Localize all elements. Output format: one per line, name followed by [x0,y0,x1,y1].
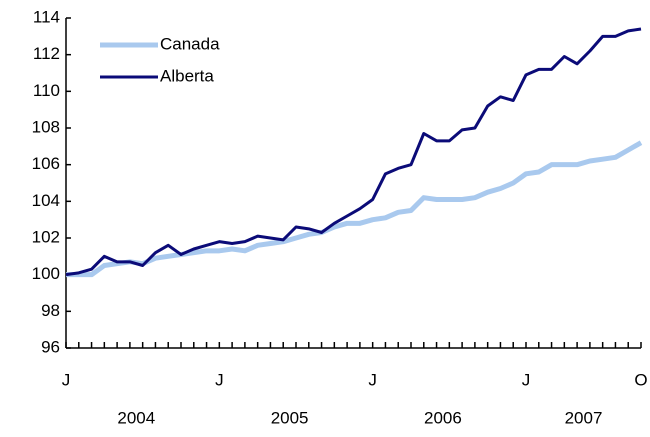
y-tick-label: 106 [32,154,60,173]
y-tick-label: 114 [33,7,60,26]
year-label: 2005 [271,408,309,427]
y-tick-label: 108 [32,117,60,136]
series-line [66,140,643,278]
x-tick-label: O [634,370,647,389]
series-line [65,27,642,277]
y-tick-label: 96 [41,337,60,356]
y-tick-label: 98 [41,301,60,320]
year-label: 2004 [117,408,155,427]
y-tick-label: 112 [33,44,60,63]
year-label: 2006 [424,408,462,427]
x-tick-label: J [368,370,377,389]
legend-label: Alberta [160,66,214,85]
y-tick-label: 110 [33,81,60,100]
year-label: 2007 [565,408,603,427]
y-tick-label: 102 [32,227,60,246]
x-tick-label: J [62,370,71,389]
y-tick-label: 104 [32,191,60,210]
x-tick-label: J [215,370,224,389]
x-tick-label: J [522,370,531,389]
y-tick-label: 100 [32,264,60,283]
legend-label: Canada [160,34,220,53]
